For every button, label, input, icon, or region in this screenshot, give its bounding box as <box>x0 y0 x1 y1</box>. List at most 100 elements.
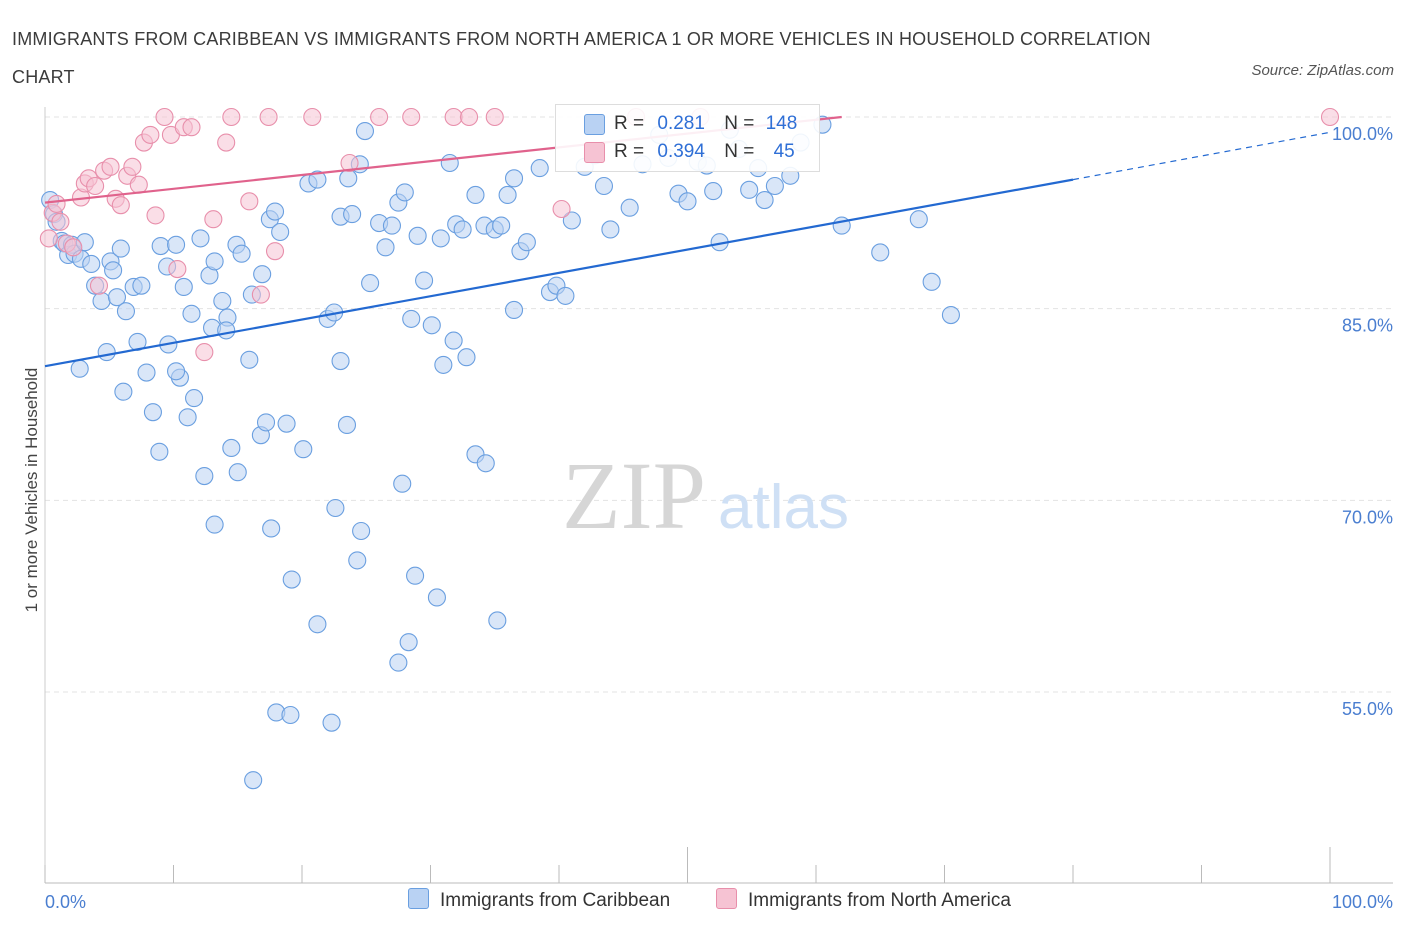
caribbean-point <box>282 570 301 589</box>
r-label: R = <box>614 141 645 162</box>
caribbean-point <box>195 467 214 486</box>
caribbean-point <box>92 291 111 311</box>
north-america-point <box>485 107 504 127</box>
caribbean-point <box>253 265 272 284</box>
caribbean-point <box>104 261 123 280</box>
caribbean-point <box>399 633 418 652</box>
y-tick-label: 55.0% <box>1342 699 1393 719</box>
north-america-point <box>51 212 70 231</box>
legend-label-caribbean: Immigrants from Caribbean <box>440 890 671 911</box>
north-america-point <box>204 210 223 229</box>
n-label: N = <box>724 113 755 134</box>
caribbean-point <box>205 515 224 534</box>
caribbean-point <box>308 170 327 189</box>
r-label: R = <box>614 113 645 134</box>
caribbean-trend-line <box>44 178 1074 368</box>
caribbean-point <box>167 362 186 381</box>
legend-label-north-america: Immigrants from North America <box>748 890 1011 911</box>
caribbean-point <box>440 153 459 173</box>
r-value-north-america: 0.394 <box>657 141 705 162</box>
north-america-point <box>123 157 142 176</box>
y-tick-label: 85.0% <box>1342 316 1393 336</box>
north-america-point <box>370 107 389 127</box>
caribbean-point <box>382 216 402 235</box>
north-america-point <box>39 229 58 248</box>
north-america-point <box>47 194 66 213</box>
caribbean-point <box>191 229 210 248</box>
caribbean-point <box>740 180 759 199</box>
north-america-point <box>222 107 241 127</box>
north-america-point <box>217 133 236 152</box>
chart-title: IMMIGRANTS FROM CARIBBEAN VS IMMIGRANTS … <box>12 29 1151 87</box>
north-america-point <box>265 242 285 261</box>
caribbean-point <box>444 331 463 350</box>
legend-row-caribbean: R = 0.281 N = 148 <box>614 113 797 135</box>
legend-item-caribbean[interactable]: Immigrants from Caribbean <box>408 888 670 912</box>
caribbean-point <box>504 169 524 188</box>
caribbean-point <box>389 653 408 672</box>
data-points <box>39 107 1340 790</box>
caribbean-point <box>116 302 136 321</box>
caribbean-point <box>488 611 507 630</box>
north-america-point <box>552 199 571 219</box>
caribbean-point <box>167 235 186 254</box>
caribbean-point <box>348 551 367 570</box>
caribbean-point <box>111 239 130 258</box>
caribbean-point <box>182 304 201 323</box>
caribbean-point <box>70 359 89 378</box>
north-america-point <box>64 238 83 257</box>
caribbean-point <box>331 352 350 371</box>
north-america-point <box>303 107 322 127</box>
caribbean-point <box>228 463 247 482</box>
x-tick-label: 100.0% <box>1332 892 1393 912</box>
n-label: N = <box>724 141 755 162</box>
caribbean-trend-extension <box>1072 131 1331 181</box>
caribbean-point <box>137 363 156 382</box>
caribbean-point <box>453 220 472 239</box>
legend-item-north-america[interactable]: Immigrants from North America <box>716 888 1011 912</box>
tick-labels: 55.0% 70.0% 85.0% 100.0% 0.0% 100.0% <box>45 124 1393 912</box>
caribbean-point <box>466 185 485 204</box>
caribbean-point <box>402 309 421 328</box>
caribbean-point <box>271 222 290 242</box>
correlation-legend: R = 0.281 N = 148 R = 0.394 N = 45 <box>555 104 820 172</box>
caribbean-point <box>339 169 358 188</box>
north-america-point <box>240 192 259 211</box>
caribbean-point <box>337 415 357 434</box>
north-america-point <box>101 157 120 176</box>
caribbean-point <box>352 521 371 541</box>
caribbean-point <box>361 274 380 293</box>
caribbean-point <box>222 438 241 457</box>
caribbean-point <box>434 355 453 374</box>
north-america-point <box>182 118 201 137</box>
y-tick-label: 70.0% <box>1342 507 1393 527</box>
caribbean-point <box>294 440 313 459</box>
caribbean-point <box>457 348 476 367</box>
north-america-point <box>168 260 187 279</box>
caribbean-point <box>174 277 193 296</box>
caribbean-point <box>82 254 101 273</box>
caribbean-point <box>620 198 639 217</box>
north-america-point <box>251 285 270 304</box>
watermark-zip: ZIP <box>562 442 706 549</box>
caribbean-point <box>704 182 723 201</box>
caribbean-point <box>107 288 127 307</box>
caribbean-point <box>431 229 450 248</box>
north-america-point <box>259 107 278 127</box>
north-america-point <box>459 107 479 127</box>
caribbean-point <box>517 233 536 252</box>
legend-swatch-caribbean <box>408 888 429 909</box>
caribbean-point <box>281 705 300 725</box>
caribbean-point <box>150 442 169 461</box>
caribbean-point <box>678 192 697 211</box>
caribbean-point <box>178 408 197 427</box>
caribbean-point <box>492 216 511 235</box>
caribbean-point <box>498 185 517 204</box>
caribbean-point <box>232 244 251 263</box>
watermark: ZIP atlas <box>562 442 849 549</box>
caribbean-point <box>476 454 495 473</box>
caribbean-point <box>244 771 263 790</box>
y-tick-label: 100.0% <box>1332 124 1393 144</box>
caribbean-point <box>393 474 412 493</box>
